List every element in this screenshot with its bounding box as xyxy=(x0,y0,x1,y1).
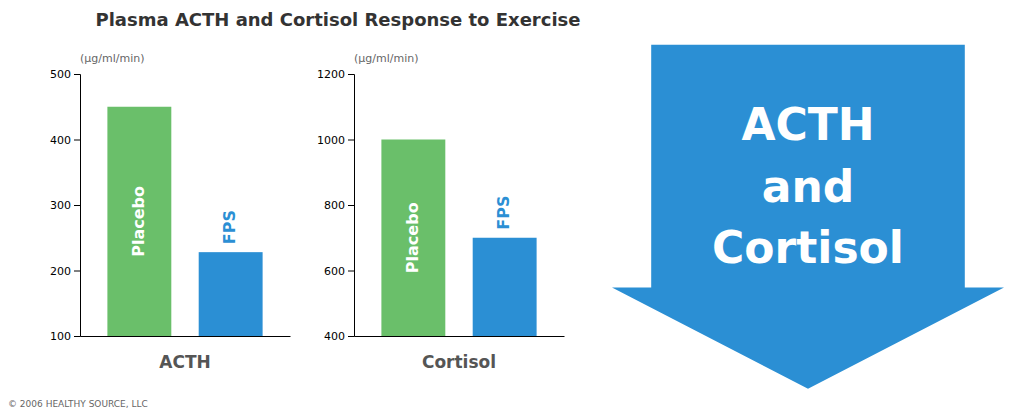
tick-label: 400 xyxy=(50,134,71,147)
bars xyxy=(381,140,536,337)
axis-line xyxy=(74,75,81,337)
tick: 200 xyxy=(50,265,80,278)
tick-label: 100 xyxy=(50,330,71,343)
annotation: Cortisol xyxy=(712,222,904,273)
y-axis: 400 600 800 1000 1200 xyxy=(317,68,355,343)
bar xyxy=(107,107,171,336)
tick-label: 600 xyxy=(324,265,345,278)
tick-label: 1200 xyxy=(317,68,345,81)
axis-line xyxy=(81,336,291,337)
tick-label: 800 xyxy=(324,199,345,212)
tick: 800 xyxy=(324,199,354,212)
tick-mark xyxy=(348,74,354,75)
tick: 600 xyxy=(324,265,354,278)
y-axis: 100 200 300 400 500 xyxy=(50,68,81,343)
bar xyxy=(381,140,445,337)
category-label: FPS xyxy=(220,210,239,244)
x-axis xyxy=(355,336,565,337)
tick-mark xyxy=(348,271,354,272)
tick: 300 xyxy=(50,199,80,212)
bar-labels: Placebo FPS xyxy=(129,186,239,257)
axis-line xyxy=(355,336,565,337)
tick-mark xyxy=(74,140,80,141)
tick: 500 xyxy=(50,68,80,81)
tick-label: 200 xyxy=(50,265,71,278)
x-axis xyxy=(81,336,291,337)
tick: 100 xyxy=(50,330,80,343)
tick-label: 1000 xyxy=(317,134,345,147)
x-axis-label: ACTH xyxy=(159,352,210,372)
panel: 400 600 800 1000 1200 (µg/ml/min) Cortisol Plac… xyxy=(317,52,565,372)
tick-mark xyxy=(74,205,80,206)
tick-label: 500 xyxy=(50,68,71,81)
tick: 1000 xyxy=(317,134,354,147)
copyright: © 2006 HEALTHY SOURCE, LLC xyxy=(8,399,148,409)
category-label: Placebo xyxy=(403,202,422,273)
tick-mark xyxy=(74,271,80,272)
chart-canvas: Plasma ACTH and Cortisol Response to Exe… xyxy=(0,0,1024,413)
bars xyxy=(107,107,262,336)
category-label: Placebo xyxy=(129,186,148,257)
y-axis-label: (µg/ml/min) xyxy=(354,52,419,65)
tick-mark xyxy=(348,205,354,206)
bar xyxy=(473,238,537,336)
tick-mark xyxy=(74,336,80,337)
title: Plasma ACTH and Cortisol Response to Exe… xyxy=(95,9,580,30)
arrow-group: ACTH and Cortisol xyxy=(612,45,1004,389)
tick: 400 xyxy=(50,134,80,147)
bar xyxy=(199,252,263,336)
tick-mark xyxy=(348,336,354,337)
y-axis-label: (µg/ml/min) xyxy=(80,52,145,65)
arrow xyxy=(612,45,1004,389)
x-axis-label: Cortisol xyxy=(422,352,496,372)
tick-label: 400 xyxy=(324,330,345,343)
panel: 100 200 300 400 500 (µg/ml/min) ACTH Placebo FPS xyxy=(50,52,291,372)
category-label: FPS xyxy=(494,196,513,230)
tick: 1200 xyxy=(317,68,354,81)
tick-mark xyxy=(348,140,354,141)
tick-mark xyxy=(74,74,80,75)
annotation: and xyxy=(762,161,855,212)
annotation: ACTH xyxy=(741,99,874,150)
tick-label: 300 xyxy=(50,199,71,212)
bar-labels: Placebo FPS xyxy=(403,196,513,274)
axis-line xyxy=(348,75,355,337)
tick: 400 xyxy=(324,330,354,343)
